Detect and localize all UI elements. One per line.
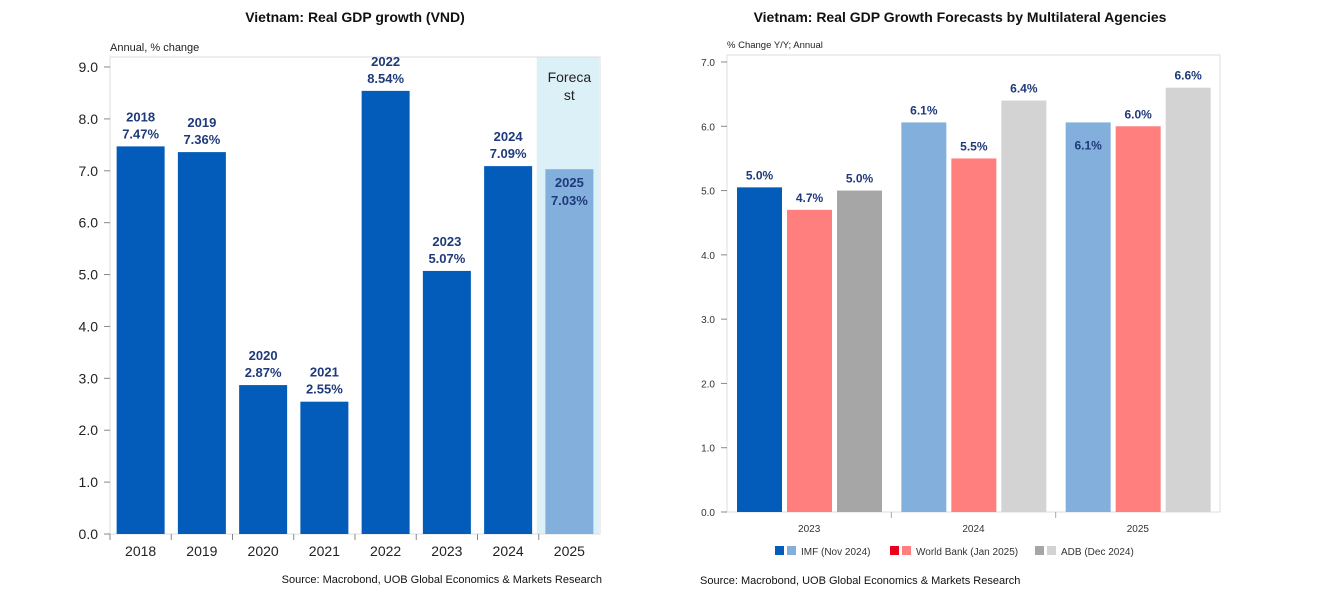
x-tick-label: 2019 (186, 543, 217, 559)
y-tick-label: 1.0 (79, 474, 99, 490)
data-label: 5.0% (846, 172, 874, 186)
data-label-year: 2025 (555, 175, 584, 190)
forecast-label: st (564, 87, 575, 103)
legend-label: World Bank (Jan 2025) (916, 547, 1018, 558)
bar (737, 187, 782, 512)
y-tick-label: 3.0 (79, 370, 99, 386)
right-chart: 0.0 1.0 2.0 3.0 4.0 5.0 6.0 7.0 5.0% 4.7% 5.0% 2023… (701, 54, 1221, 558)
bar (837, 190, 882, 513)
right-source: Source: Macrobond, UOB Global Economics … (700, 575, 1020, 587)
y-tick-label: 4.0 (701, 251, 715, 262)
data-label-value: 5.07% (428, 251, 465, 266)
bar (1065, 122, 1111, 512)
x-tick-label: 2021 (309, 543, 340, 559)
data-label-value: 7.03% (551, 193, 588, 208)
data-label-value: 8.54% (367, 71, 404, 86)
data-label-year: 2024 (494, 129, 524, 144)
x-tick-label: 2024 (962, 524, 985, 535)
right-chart-title: Vietnam: Real GDP Growth Forecasts by Mu… (754, 9, 1167, 25)
data-label-value: 7.36% (183, 132, 220, 147)
x-tick-label: 2020 (248, 543, 279, 559)
y-tick-label: 6.0 (701, 122, 715, 133)
bar (239, 385, 288, 534)
y-tick-label: 0.0 (79, 526, 99, 542)
bar (361, 90, 410, 534)
data-label: 5.5% (960, 139, 988, 153)
data-label-year: 2018 (126, 109, 155, 124)
data-label: 6.0% (1124, 107, 1152, 121)
y-tick-label: 2.0 (701, 379, 715, 390)
x-tick-label: 2022 (370, 543, 401, 559)
data-label: 6.1% (910, 103, 938, 117)
data-label-year: 2020 (249, 348, 278, 363)
data-label: 6.6% (1174, 69, 1202, 83)
y-tick-label: 5.0 (701, 187, 715, 198)
y-tick-label: 4.0 (79, 318, 99, 334)
legend-swatch (787, 546, 796, 555)
bar (545, 169, 594, 534)
legend-label: IMF (Nov 2024) (801, 547, 870, 558)
x-tick-label: 2025 (554, 543, 585, 559)
data-label-value: 7.47% (122, 126, 159, 141)
left-chart-title: Vietnam: Real GDP growth (VND) (245, 9, 465, 25)
right-y-axis-label: % Change Y/Y; Annual (727, 40, 823, 51)
y-tick-label: 6.0 (79, 215, 99, 231)
bar (116, 146, 165, 534)
data-label-year: 2023 (432, 234, 461, 249)
legend-swatch (890, 546, 899, 555)
left-y-axis-label: Annual, % change (110, 42, 199, 54)
data-label-year: 2021 (310, 365, 339, 380)
data-label-year: 2019 (187, 115, 216, 130)
bar (1165, 87, 1211, 512)
y-tick-label: 1.0 (701, 444, 715, 455)
y-tick-label: 7.0 (701, 58, 715, 69)
left-chart: Foreca st 0.0 1.0 2.0 3.0 4.0 5.0 6.0 7.0 8.0 9.0 20… (79, 54, 601, 559)
data-label-value: 2.87% (245, 365, 282, 380)
y-tick-label: 7.0 (79, 163, 99, 179)
data-label: 4.7% (796, 191, 824, 205)
data-label: 6.1% (1074, 138, 1102, 152)
legend-swatch (902, 546, 911, 555)
data-label: 6.4% (1010, 82, 1038, 96)
y-tick-label: 2.0 (79, 422, 99, 438)
x-tick-label: 2024 (493, 543, 524, 559)
y-tick-label: 3.0 (701, 315, 715, 326)
bar (787, 209, 832, 512)
y-tick-label: 8.0 (79, 111, 99, 127)
y-tick-label: 9.0 (79, 59, 99, 75)
y-tick-label: 0.0 (701, 508, 715, 519)
bar (1115, 126, 1161, 513)
forecast-label: Foreca (548, 69, 592, 85)
bar (951, 158, 997, 512)
bar (300, 401, 349, 534)
x-tick-label: 2025 (1127, 524, 1150, 535)
legend-swatch (1035, 546, 1044, 555)
x-tick-label: 2018 (125, 543, 156, 559)
data-label-value: 2.55% (306, 382, 343, 397)
x-tick-label: 2023 (431, 543, 462, 559)
data-label-year: 2022 (371, 54, 400, 69)
bar (901, 122, 947, 512)
legend-swatch (1047, 546, 1056, 555)
legend-label: ADB (Dec 2024) (1061, 547, 1134, 558)
data-label-value: 7.09% (490, 146, 527, 161)
y-tick-label: 5.0 (79, 267, 99, 283)
x-tick-label: 2023 (798, 524, 821, 535)
bar (484, 166, 533, 534)
legend-swatch (775, 546, 784, 555)
data-label: 5.0% (746, 168, 774, 182)
bar (422, 270, 471, 534)
bar (177, 152, 226, 534)
left-source: Source: Macrobond, UOB Global Economics … (282, 574, 602, 586)
bar (1001, 100, 1047, 513)
